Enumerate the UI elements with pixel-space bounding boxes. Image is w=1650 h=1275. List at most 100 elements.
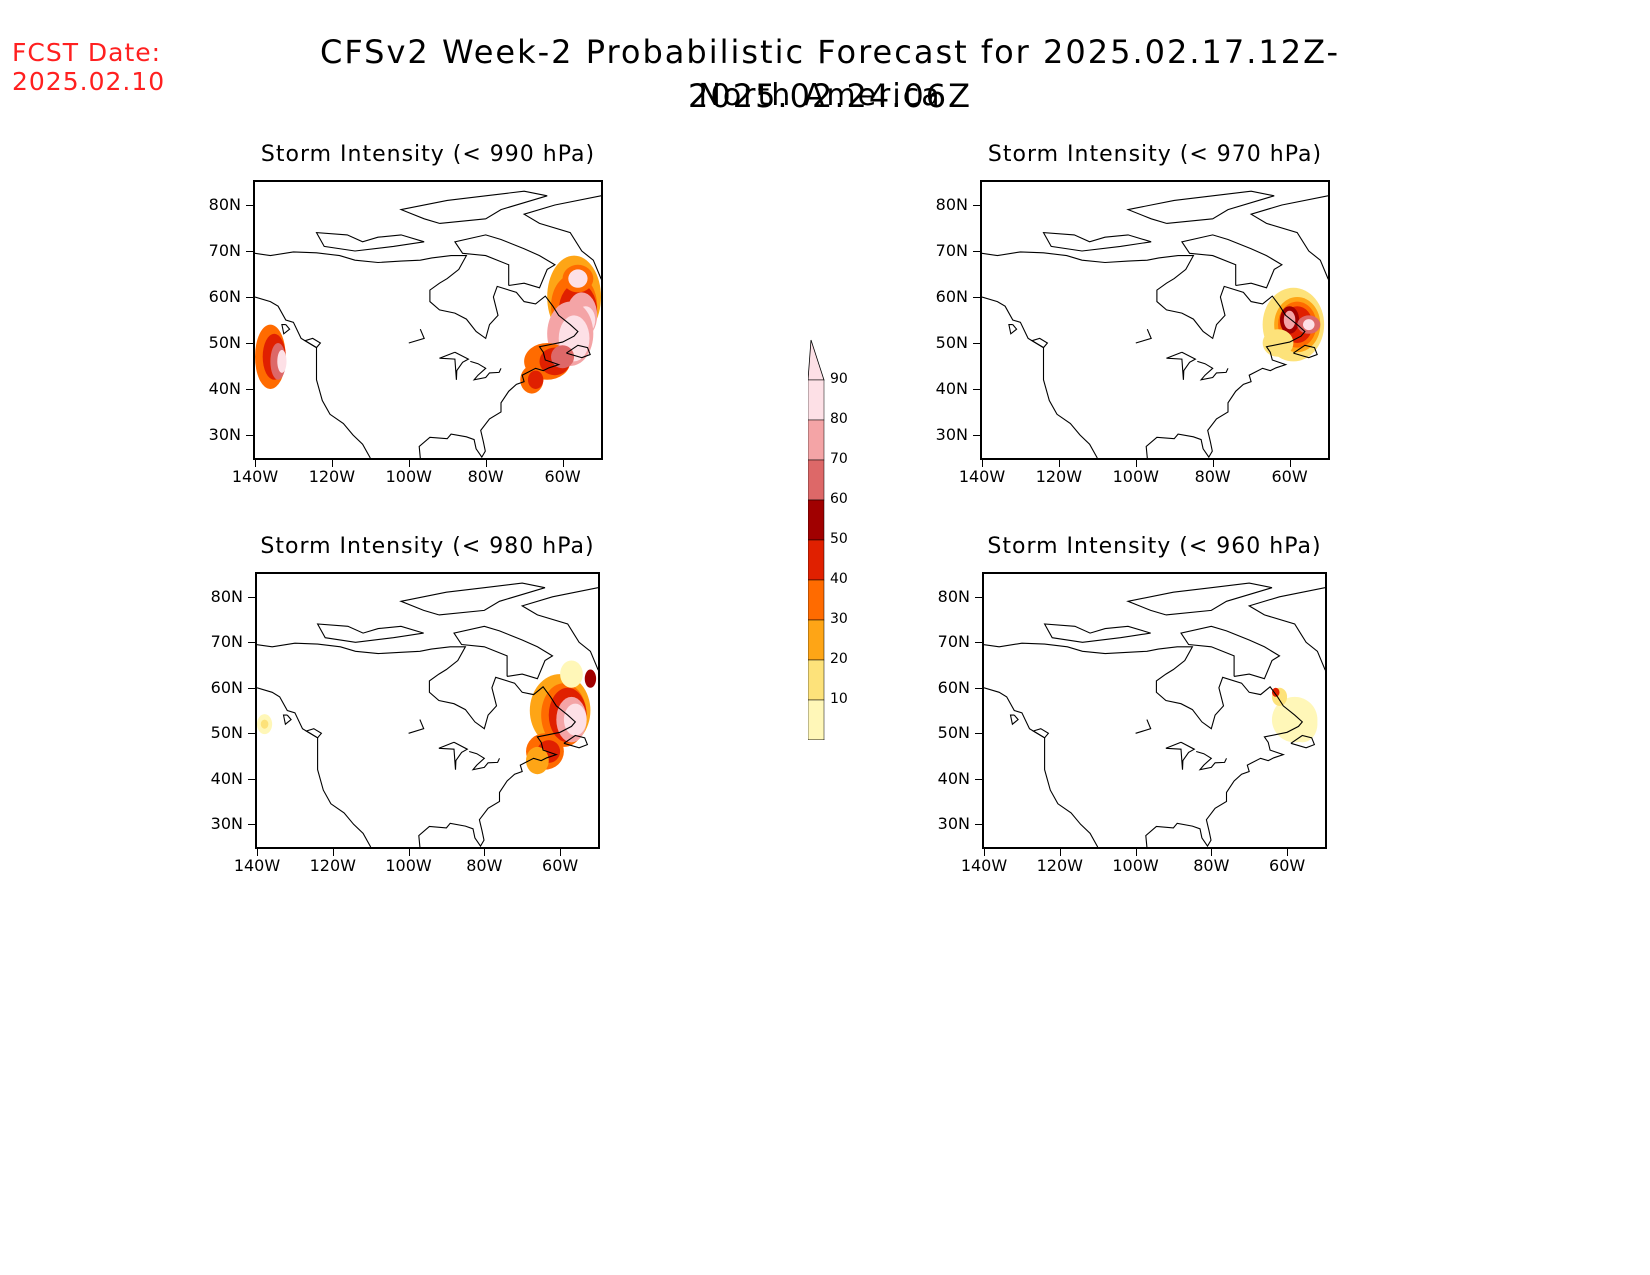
lon-label: 120W <box>309 856 356 875</box>
coastline <box>255 296 371 458</box>
lat-label: 70N <box>937 632 970 652</box>
coastline <box>1293 344 1318 359</box>
coastline <box>408 328 425 344</box>
lat-tick <box>248 596 255 598</box>
lon-label: 120W <box>1036 856 1083 875</box>
lon-label: 140W <box>960 856 1008 875</box>
coastline <box>1247 587 1325 671</box>
lon-label: 100W <box>385 856 432 875</box>
coastline <box>1165 741 1196 770</box>
coastline <box>1043 623 1151 643</box>
lat-tick <box>975 642 982 644</box>
colorbar-label: 60 <box>830 491 848 507</box>
coastline <box>1197 360 1229 381</box>
lat-label: 60N <box>208 287 241 306</box>
map-canvas <box>984 582 1325 847</box>
coastline <box>453 625 554 680</box>
lat-tick <box>246 251 253 252</box>
coastline <box>303 337 322 349</box>
map-frame <box>982 572 1327 849</box>
forecast-date-block: FCST Date: 2025.02.10 <box>12 38 165 96</box>
lat-label: 60N <box>210 677 243 697</box>
coastline <box>408 719 425 734</box>
lat-tick <box>248 687 255 689</box>
coastline <box>255 251 579 458</box>
lat-tick <box>973 343 980 344</box>
page-title: CFSv2 Week-2 Probabilistic Forecast for … <box>319 33 1341 115</box>
colorbar-label: 70 <box>830 451 848 467</box>
lon-label: 80W <box>466 856 503 875</box>
forecast-date-value: 2025.02.10 <box>12 67 166 96</box>
coastline <box>1135 719 1152 734</box>
lon-tick <box>1212 460 1214 467</box>
coastline <box>563 734 589 749</box>
lon-tick <box>255 460 256 467</box>
lat-label: 40N <box>208 379 241 398</box>
lat-label: 80N <box>935 195 968 214</box>
lon-label: 120W <box>308 467 356 486</box>
probability-area <box>260 719 269 729</box>
coastline <box>1166 351 1197 380</box>
lat-tick <box>246 435 253 436</box>
coastline <box>984 687 1099 847</box>
lon-label: 80W <box>1193 856 1230 875</box>
lat-label: 60N <box>937 677 970 697</box>
colorbar-bin <box>807 699 825 741</box>
lat-tick <box>248 778 255 780</box>
coastline <box>566 344 591 359</box>
probability-area <box>1303 319 1315 331</box>
coastline <box>1009 714 1019 726</box>
lat-label: 70N <box>210 632 243 652</box>
lat-tick <box>246 343 253 344</box>
probability-area <box>277 349 287 373</box>
colorbar-graphic <box>807 339 825 781</box>
coastline <box>1135 328 1152 344</box>
probability-colorbar: 90 80 70 60 50 40 30 20 10 <box>807 330 908 781</box>
lat-label: 70N <box>935 241 968 260</box>
lat-tick <box>975 596 982 598</box>
lon-label: 60W <box>544 467 581 486</box>
panel-title: Storm Intensity (< 980 hPa) <box>260 534 595 559</box>
lon-label: 100W <box>1112 856 1159 875</box>
probability-area <box>563 703 587 736</box>
lat-tick <box>973 297 980 298</box>
map-frame <box>253 180 603 460</box>
lat-tick <box>246 205 253 206</box>
lon-label: 80W <box>1194 467 1231 486</box>
coastline <box>257 642 577 847</box>
lon-tick <box>1135 849 1137 856</box>
coastline <box>520 587 598 671</box>
coastline <box>1180 234 1283 289</box>
panel-title: Storm Intensity (< 990 hPa) <box>260 142 596 167</box>
coastline <box>399 582 546 616</box>
coastline <box>982 296 1098 458</box>
lon-tick <box>332 849 334 856</box>
colorbar-bin <box>807 499 825 541</box>
lat-tick <box>973 251 980 252</box>
colorbar-cap <box>807 339 825 381</box>
colorbar-label: 30 <box>830 611 848 627</box>
lon-tick <box>331 460 333 467</box>
lon-tick <box>982 460 983 467</box>
lon-tick <box>1059 849 1061 856</box>
colorbar-bin <box>807 539 825 581</box>
colorbar-bin <box>807 619 825 661</box>
coastline <box>1030 337 1049 349</box>
lon-tick <box>1135 460 1137 467</box>
lon-tick <box>1289 460 1291 467</box>
lon-tick <box>484 849 486 856</box>
colorbar-bin <box>807 659 825 701</box>
probability-area <box>526 746 549 775</box>
panel-title: Storm Intensity (< 970 hPa) <box>987 142 1323 167</box>
coastline <box>304 728 323 739</box>
probability-area <box>568 269 588 288</box>
lon-label: 60W <box>1269 856 1306 875</box>
coastline <box>1008 324 1018 335</box>
map-frame <box>255 572 600 849</box>
coastline <box>438 741 469 770</box>
lon-label: 140W <box>958 467 1006 486</box>
colorbar-label: 80 <box>830 411 848 427</box>
coastline <box>1196 750 1227 771</box>
page-subtitle: North America <box>698 78 942 113</box>
lon-label: 100W <box>1112 467 1159 486</box>
